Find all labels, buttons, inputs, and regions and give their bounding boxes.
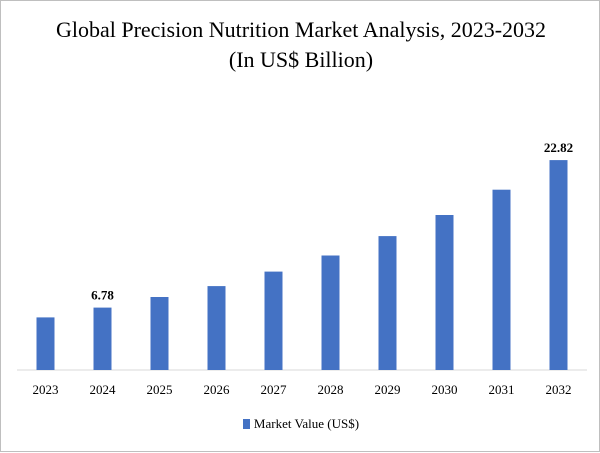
bar-2030 (435, 215, 454, 370)
bar-2025 (150, 297, 169, 370)
x-tick-label-2031: 2031 (489, 382, 515, 397)
x-tick-label-2023: 2023 (33, 382, 59, 397)
x-tick-label-2024: 2024 (90, 382, 117, 397)
x-tick-label-2029: 2029 (375, 382, 401, 397)
x-tick-label-2025: 2025 (147, 382, 173, 397)
bar-2024 (93, 307, 112, 370)
data-label-2032: 22.82 (544, 140, 573, 155)
legend: Market Value (US$) (1, 416, 600, 432)
bar-2029 (378, 236, 397, 370)
x-tick-label-2032: 2032 (546, 382, 572, 397)
x-tick-label-2027: 2027 (261, 382, 288, 397)
chart-title: Global Precision Nutrition Market Analys… (55, 17, 547, 72)
bar-2023 (36, 317, 55, 370)
legend-label: Market Value (US$) (253, 416, 360, 431)
bar-2032 (549, 160, 568, 370)
bar-2031 (492, 189, 511, 370)
bar-2028 (321, 255, 340, 370)
data-label-2024: 6.78 (91, 288, 114, 303)
bar-2026 (207, 286, 226, 370)
x-tick-label-2026: 2026 (204, 382, 231, 397)
bar-2027 (264, 271, 283, 370)
x-tick-label-2028: 2028 (318, 382, 344, 397)
x-tick-label-2030: 2030 (432, 382, 458, 397)
legend-swatch (242, 419, 250, 429)
